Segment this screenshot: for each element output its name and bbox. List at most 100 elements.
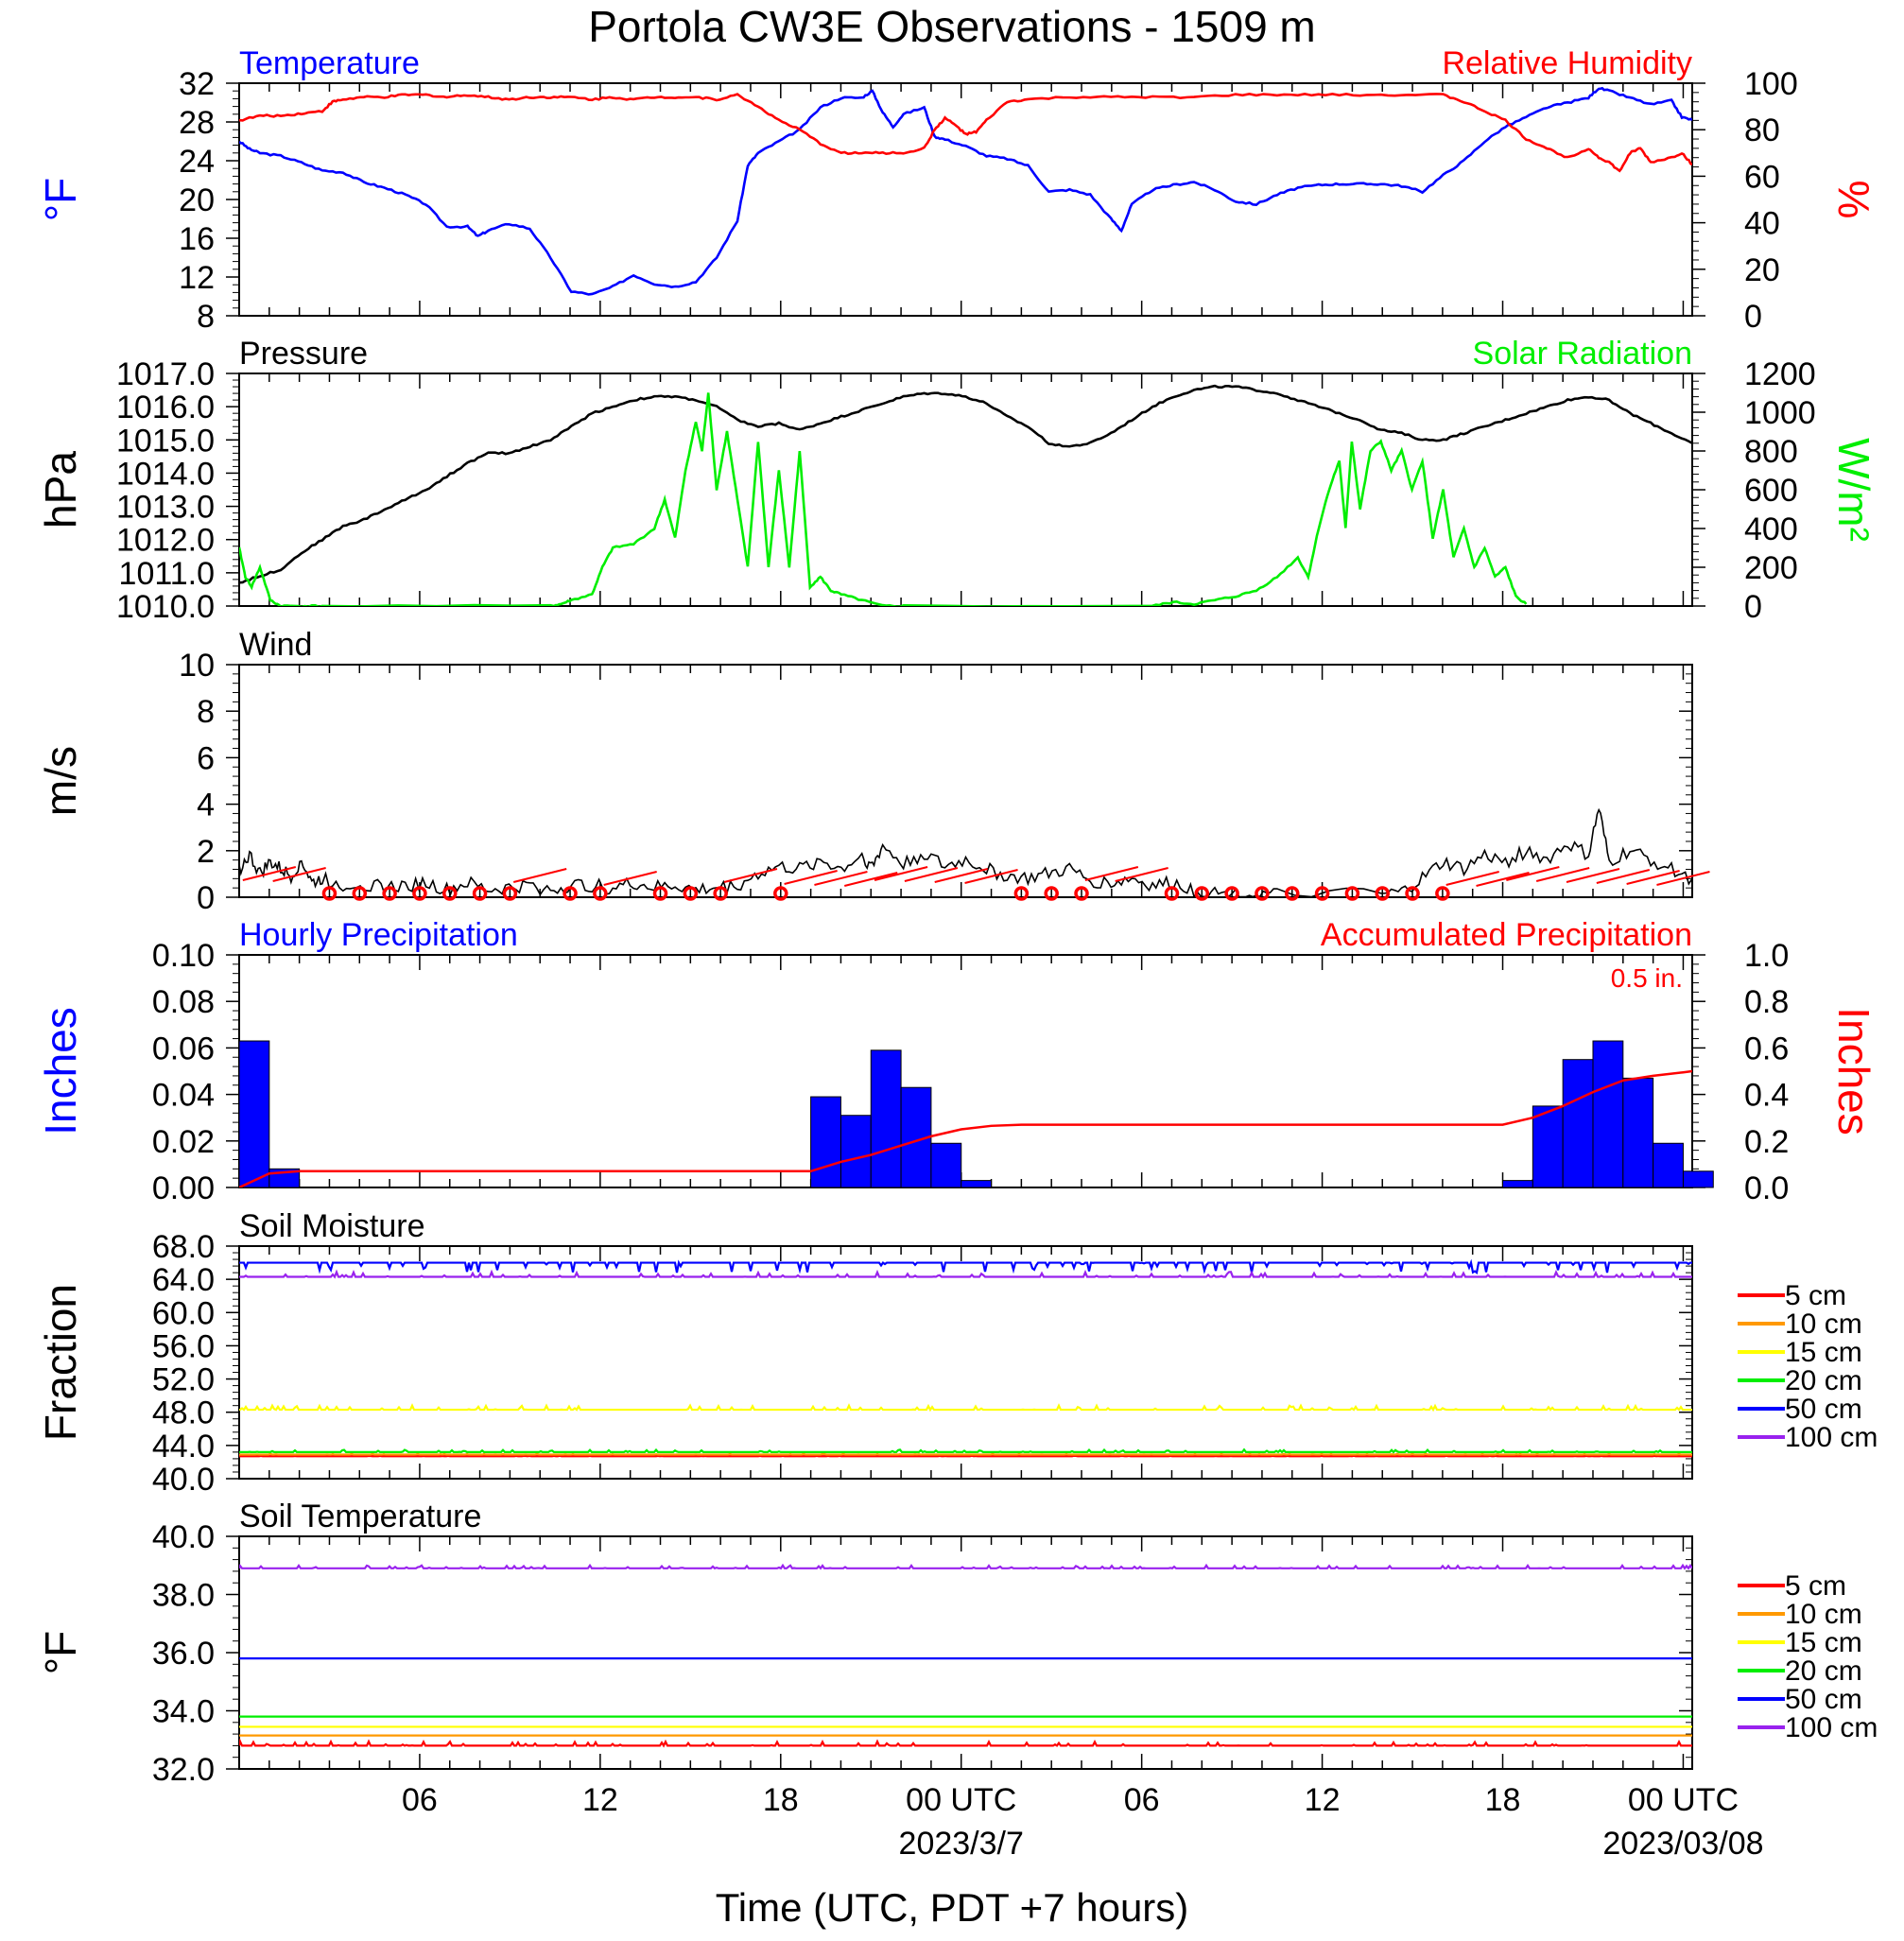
y-tick-label: 34.0: [152, 1694, 215, 1730]
y-tick-label: 32: [179, 66, 215, 102]
calm-wind-circle: [442, 886, 458, 901]
panel-title-right: Accumulated Precipitation: [1321, 917, 1692, 953]
calm-wind-circle: [1164, 886, 1180, 901]
y-right-tick-label: 600: [1744, 473, 1798, 509]
calm-wind-circle: [1344, 886, 1360, 901]
series-line: [239, 92, 1692, 173]
plot-frame: [238, 1245, 1693, 1480]
y-tick-label: 2: [197, 834, 215, 870]
y-right-tick-label: 40: [1744, 206, 1780, 242]
legend-label: 5 cm: [1785, 1570, 1846, 1602]
plot-frame: [238, 373, 1693, 607]
x-date-label: 2023/03/08: [1602, 1826, 1763, 1862]
y-tick-label: 1013.0: [116, 490, 215, 526]
wind-barb: [964, 869, 1018, 884]
calm-wind-circle: [1224, 886, 1239, 901]
y-right-tick-label: 0.4: [1744, 1078, 1789, 1114]
y-tick-label: 1017.0: [116, 356, 215, 392]
y-axis-title: °F: [36, 178, 85, 222]
y-tick-label: 56.0: [152, 1328, 215, 1364]
y-tick-label: 40.0: [152, 1519, 215, 1555]
series-line: [239, 392, 1528, 606]
panel-title-left: Soil Temperature: [239, 1499, 481, 1534]
calm-wind-circle: [1435, 886, 1450, 901]
calm-wind-circle: [1194, 886, 1210, 901]
panel-soil_moist: 40.044.048.052.056.060.064.068.0 Soil Moi…: [36, 1208, 1878, 1498]
hourly-precip-bar: [839, 1115, 872, 1188]
wind-barb: [934, 868, 988, 883]
y-tick-label: 1014.0: [116, 456, 215, 492]
soil-series-line: [239, 1258, 1692, 1274]
y-right-tick-label: 0.6: [1744, 1031, 1789, 1066]
panel-title-left: Hourly Precipitation: [239, 917, 518, 953]
x-date-label: 2023/3/7: [899, 1826, 1024, 1862]
y-tick-label: 20: [179, 182, 215, 218]
y-tick-label: 1015.0: [116, 423, 215, 459]
legend-label: 10 cm: [1785, 1599, 1862, 1630]
y-axis-title: m/s: [36, 746, 85, 816]
wind-barb: [784, 870, 838, 885]
wind-barb: [904, 867, 959, 882]
y-tick-label: 52.0: [152, 1362, 215, 1398]
panel-title-right: Relative Humidity: [1442, 45, 1692, 81]
wind-barb: [512, 868, 567, 883]
x-tick-label: 12: [582, 1782, 618, 1818]
y-right-tick-label: 80: [1744, 113, 1780, 148]
wind-barb: [1506, 866, 1560, 881]
x-tick-label: 00 UTC: [906, 1782, 1016, 1818]
y-axis-title: Inches: [36, 1007, 85, 1135]
y-tick-label: 6: [197, 740, 215, 776]
series-line: [239, 384, 1692, 584]
hourly-precip-bar: [1532, 1105, 1564, 1188]
y-tick-label: 8: [197, 694, 215, 730]
calm-wind-circle: [1314, 886, 1330, 901]
wind-barb: [1656, 871, 1710, 886]
y-tick-label: 0.02: [152, 1124, 215, 1160]
y-axis-title: Fraction: [36, 1284, 85, 1441]
y-tick-label: 0.00: [152, 1170, 215, 1206]
x-axis-title: Time (UTC, PDT +7 hours): [716, 1885, 1189, 1930]
y-tick-label: 68.0: [152, 1229, 215, 1265]
hourly-precip-bar: [870, 1049, 902, 1188]
legend-label: 20 cm: [1785, 1655, 1862, 1687]
wind-barb: [1626, 870, 1680, 885]
y-tick-label: 36.0: [152, 1636, 215, 1672]
y-right-tick-label: 0.0: [1744, 1170, 1789, 1206]
hourly-precip-bar: [1592, 1040, 1624, 1188]
calm-wind-circle: [321, 886, 338, 901]
y-tick-label: 0.06: [152, 1031, 215, 1066]
wind-barb: [1476, 872, 1530, 887]
calm-wind-circle: [593, 886, 608, 901]
soil-series-line: [239, 1563, 1692, 1570]
hourly-precip-bar: [930, 1142, 962, 1188]
calm-wind-circle: [382, 886, 397, 901]
calm-wind-circle: [472, 886, 488, 901]
panel-title-right: Solar Radiation: [1473, 336, 1692, 372]
wind-barb: [844, 872, 898, 887]
panel-title-left: Temperature: [239, 45, 420, 81]
wind-barb: [814, 871, 868, 886]
plot-frame: [238, 82, 1693, 317]
plot-frame: [238, 954, 1693, 1188]
y-axis-right-title: Inches: [1829, 1007, 1878, 1135]
wind-barb: [272, 867, 326, 882]
x-tick-label: 00 UTC: [1628, 1782, 1739, 1818]
calm-wind-circle: [1074, 886, 1089, 901]
wind-barb: [1596, 869, 1651, 884]
calm-wind-circle: [563, 886, 578, 901]
legend-label: 50 cm: [1785, 1394, 1862, 1425]
y-right-tick-label: 1200: [1744, 356, 1816, 392]
wind-barb: [874, 866, 928, 881]
y-tick-label: 38.0: [152, 1578, 215, 1614]
hourly-precip-bar: [1622, 1077, 1654, 1188]
wind-barb: [723, 868, 778, 883]
y-right-tick-label: 400: [1744, 511, 1798, 547]
y-tick-label: 1016.0: [116, 390, 215, 425]
y-tick-label: 24: [179, 144, 215, 180]
y-tick-label: 0.04: [152, 1078, 215, 1114]
panel-title-left: Wind: [239, 627, 312, 663]
x-tick-label: 12: [1305, 1782, 1341, 1818]
precip-annotation: 0.5 in.: [1611, 963, 1683, 993]
